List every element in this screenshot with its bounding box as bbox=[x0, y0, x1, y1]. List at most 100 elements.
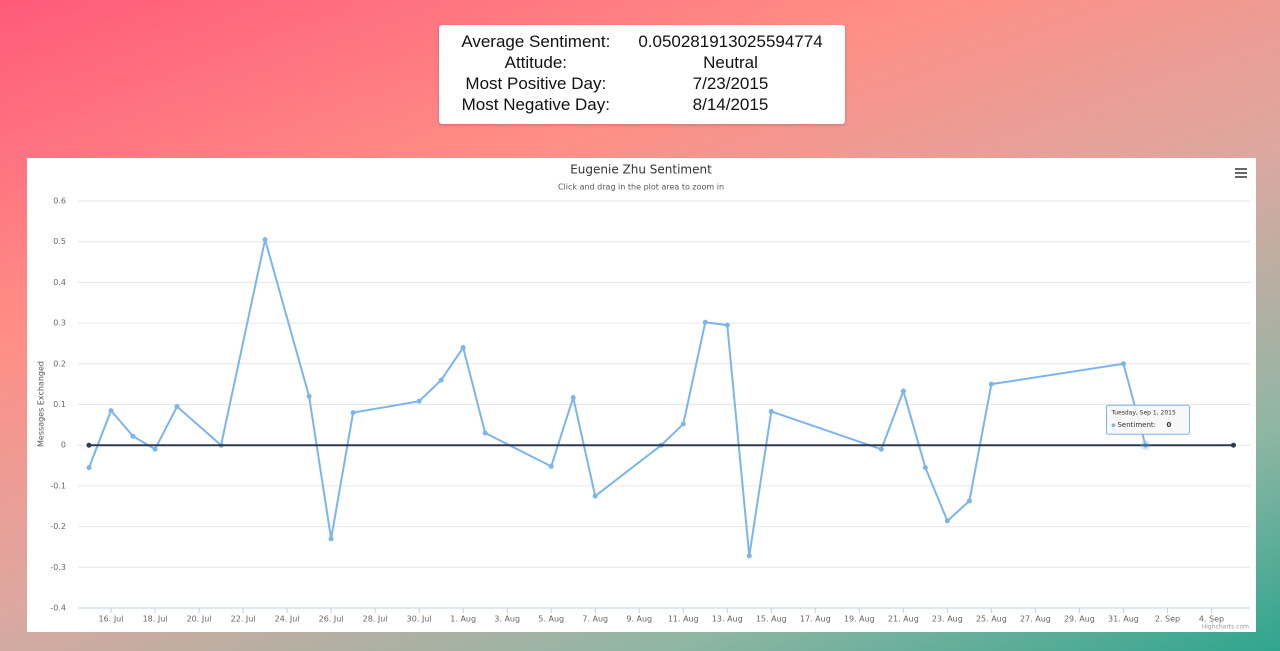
x-tick-label: 22. Jul bbox=[231, 615, 256, 624]
data-point bbox=[438, 377, 444, 383]
y-tick-label: 0.5 bbox=[53, 237, 66, 246]
data-point bbox=[416, 398, 422, 404]
data-point bbox=[966, 498, 972, 504]
tooltip: Tuesday, Sep 1, 2015 Sentiment: 0 bbox=[1105, 404, 1190, 435]
data-point bbox=[548, 463, 554, 469]
summary-row: Attitude: Neutral bbox=[447, 52, 836, 73]
data-point bbox=[680, 421, 686, 427]
data-point bbox=[350, 410, 356, 416]
x-tick-label: 30. Jul bbox=[407, 615, 432, 624]
x-tick-label: 5. Aug bbox=[538, 615, 564, 624]
summary-row: Most Positive Day: 7/23/2015 bbox=[447, 73, 836, 94]
summary-value: Neutral bbox=[703, 53, 758, 72]
x-tick-label: 17. Aug bbox=[800, 615, 831, 624]
summary-row: Most Negative Day: 8/14/2015 bbox=[447, 94, 836, 115]
x-tick-label: 18. Jul bbox=[143, 615, 168, 624]
data-point bbox=[152, 446, 158, 452]
tooltip-value: 0 bbox=[1166, 421, 1171, 429]
data-point bbox=[86, 442, 92, 448]
y-tick-label: -0.3 bbox=[50, 563, 66, 572]
chart: Eugenie Zhu Sentiment Click and drag in … bbox=[37, 163, 1250, 631]
data-point bbox=[306, 393, 312, 399]
summary-label: Attitude: bbox=[504, 53, 567, 72]
data-point bbox=[592, 493, 598, 499]
data-point bbox=[988, 381, 994, 387]
y-tick-label: 0 bbox=[61, 441, 66, 450]
summary-row: Average Sentiment: 0.050281913025594774 bbox=[447, 31, 836, 52]
x-tick-label: 7. Aug bbox=[582, 615, 608, 624]
y-tick-label: -0.4 bbox=[50, 604, 66, 613]
y-tick-label: 0.4 bbox=[53, 278, 66, 287]
data-point bbox=[174, 404, 180, 410]
data-point bbox=[86, 465, 92, 471]
data-point bbox=[1230, 442, 1236, 448]
summary-value: 7/23/2015 bbox=[692, 74, 769, 93]
y-tick-label: 0.1 bbox=[53, 400, 66, 409]
data-point bbox=[702, 319, 708, 325]
x-tick-label: 15. Aug bbox=[756, 615, 787, 624]
data-point bbox=[878, 446, 884, 452]
tooltip-marker bbox=[1111, 423, 1116, 427]
x-tick-label: 4. Sep bbox=[1199, 615, 1224, 624]
data-point bbox=[1120, 361, 1126, 367]
data-point bbox=[944, 518, 950, 524]
summary-label: Most Positive Day: bbox=[465, 74, 607, 93]
x-tick-label: 28. Jul bbox=[363, 615, 388, 624]
data-point bbox=[724, 322, 730, 328]
data-point bbox=[130, 433, 136, 439]
data-point bbox=[900, 388, 906, 394]
summary-value: 0.050281913025594774 bbox=[638, 32, 823, 51]
y-tick-label: 0.6 bbox=[53, 197, 66, 206]
summary-value: 8/14/2015 bbox=[692, 95, 769, 114]
chart-title: Eugenie Zhu Sentiment bbox=[570, 163, 712, 177]
x-tick-label: 23. Aug bbox=[932, 615, 963, 624]
data-point bbox=[262, 237, 268, 243]
x-tick-label: 26. Jul bbox=[319, 615, 344, 624]
summary-box: Average Sentiment: 0.050281913025594774 At… bbox=[439, 25, 845, 124]
x-tick-label: 16. Jul bbox=[99, 615, 124, 624]
summary-label: Most Negative Day: bbox=[461, 95, 610, 114]
hover-halo bbox=[1140, 440, 1151, 451]
x-tick-label: 3. Aug bbox=[494, 615, 520, 624]
x-tick-label: 2. Sep bbox=[1155, 615, 1180, 624]
tooltip-box bbox=[1105, 404, 1190, 435]
tooltip-label: Sentiment: bbox=[1117, 421, 1156, 429]
menu-button[interactable] bbox=[1235, 168, 1247, 178]
x-tick-label: 29. Aug bbox=[1064, 615, 1095, 624]
x-tick-label: 31. Aug bbox=[1108, 615, 1139, 624]
data-point bbox=[328, 536, 334, 542]
x-tick-label: 9. Aug bbox=[626, 615, 652, 624]
y-tick-label: 0.2 bbox=[53, 359, 66, 368]
y-tick-label: 0.3 bbox=[53, 319, 66, 328]
x-tick-label: 20. Jul bbox=[187, 615, 212, 624]
tooltip-header: Tuesday, Sep 1, 2015 bbox=[1110, 410, 1176, 417]
x-tick-label: 24. Jul bbox=[275, 615, 300, 624]
summary-label: Average Sentiment: bbox=[461, 32, 611, 51]
chart-container: Eugenie Zhu Sentiment Click and drag in … bbox=[27, 158, 1256, 632]
y-tick-label: -0.2 bbox=[50, 522, 66, 531]
y-axis-label: Messages Exchanged bbox=[37, 361, 46, 447]
data-point bbox=[746, 553, 752, 559]
data-point bbox=[768, 408, 774, 414]
menu-bar bbox=[1235, 168, 1247, 170]
credits[interactable]: Highcharts.com bbox=[1202, 624, 1249, 631]
x-tick-label: 19. Aug bbox=[844, 615, 875, 624]
series-line bbox=[88, 239, 1147, 557]
data-point bbox=[570, 395, 576, 401]
x-tick-label: 25. Aug bbox=[976, 615, 1007, 624]
data-point bbox=[460, 345, 466, 351]
menu-bar bbox=[1235, 172, 1247, 174]
data-point bbox=[108, 408, 114, 414]
data-point bbox=[922, 465, 928, 471]
x-tick-label: 1. Aug bbox=[450, 615, 476, 624]
chart-subtitle: Click and drag in the plot area to zoom … bbox=[558, 183, 724, 192]
x-tick-label: 21. Aug bbox=[888, 615, 919, 624]
x-tick-label: 13. Aug bbox=[712, 615, 743, 624]
summary-table: Average Sentiment: 0.050281913025594774 At… bbox=[447, 31, 836, 115]
x-tick-label: 27. Aug bbox=[1020, 615, 1051, 624]
x-tick-label: 11. Aug bbox=[668, 615, 699, 624]
y-tick-label: -0.1 bbox=[50, 481, 66, 490]
data-point bbox=[482, 430, 488, 436]
menu-bar bbox=[1235, 176, 1247, 178]
